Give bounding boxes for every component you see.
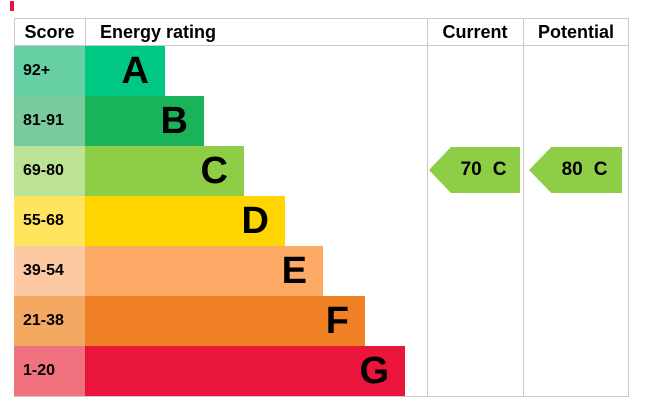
- score-range-d: 55-68: [14, 196, 85, 246]
- band-bar-b: B: [85, 96, 204, 146]
- score-range-b: 81-91: [14, 96, 85, 146]
- band-row-a: 92+ A: [14, 46, 629, 96]
- band-row-e: 39-54 E: [14, 246, 629, 296]
- band-bar-e: E: [85, 246, 323, 296]
- score-range-f: 21-38: [14, 296, 85, 346]
- current-column-divider: [427, 18, 428, 397]
- table-bottom-border: [14, 396, 629, 397]
- potential-column-divider: [523, 18, 524, 397]
- header-energy-rating: Energy rating: [100, 22, 217, 42]
- score-column-divider: [85, 18, 86, 46]
- band-bar-f: F: [85, 296, 365, 346]
- header-score: Score: [24, 22, 75, 42]
- band-row-f: 21-38 F: [14, 296, 629, 346]
- header-potential: Potential: [537, 22, 614, 42]
- table-header-row: Score Energy rating Current Potential: [14, 19, 629, 46]
- header-bottom-border: [14, 45, 629, 46]
- table-right-border: [628, 18, 629, 397]
- band-bar-d: D: [85, 196, 285, 246]
- band-rows: 92+ A 81-91 B 69-80 C 55-68 D 39-54 E 21…: [14, 46, 629, 396]
- red-marker: [10, 1, 14, 11]
- potential-rating-arrow: 80 C: [529, 147, 622, 193]
- score-range-a: 92+: [14, 46, 85, 96]
- table-left-border: [14, 18, 15, 46]
- table-top-border: [14, 18, 629, 19]
- potential-rating-value: 80: [561, 159, 583, 180]
- band-row-b: 81-91 B: [14, 96, 629, 146]
- band-bar-a: A: [85, 46, 165, 96]
- band-bar-g: G: [85, 346, 405, 396]
- score-range-g: 1-20: [14, 346, 85, 396]
- band-row-g: 1-20 G: [14, 346, 629, 396]
- band-bar-c: C: [85, 146, 244, 196]
- band-row-d: 55-68 D: [14, 196, 629, 246]
- epc-table: Score Energy rating Current Potential 92…: [14, 18, 629, 397]
- current-rating-arrow: 70 C: [429, 147, 520, 193]
- potential-rating-band: C: [593, 159, 608, 180]
- score-range-e: 39-54: [14, 246, 85, 296]
- score-range-c: 69-80: [14, 146, 85, 196]
- current-rating-band: C: [492, 159, 507, 180]
- current-rating-value: 70: [460, 159, 482, 180]
- band-row-c: 69-80 C: [14, 146, 629, 196]
- header-current: Current: [442, 22, 508, 42]
